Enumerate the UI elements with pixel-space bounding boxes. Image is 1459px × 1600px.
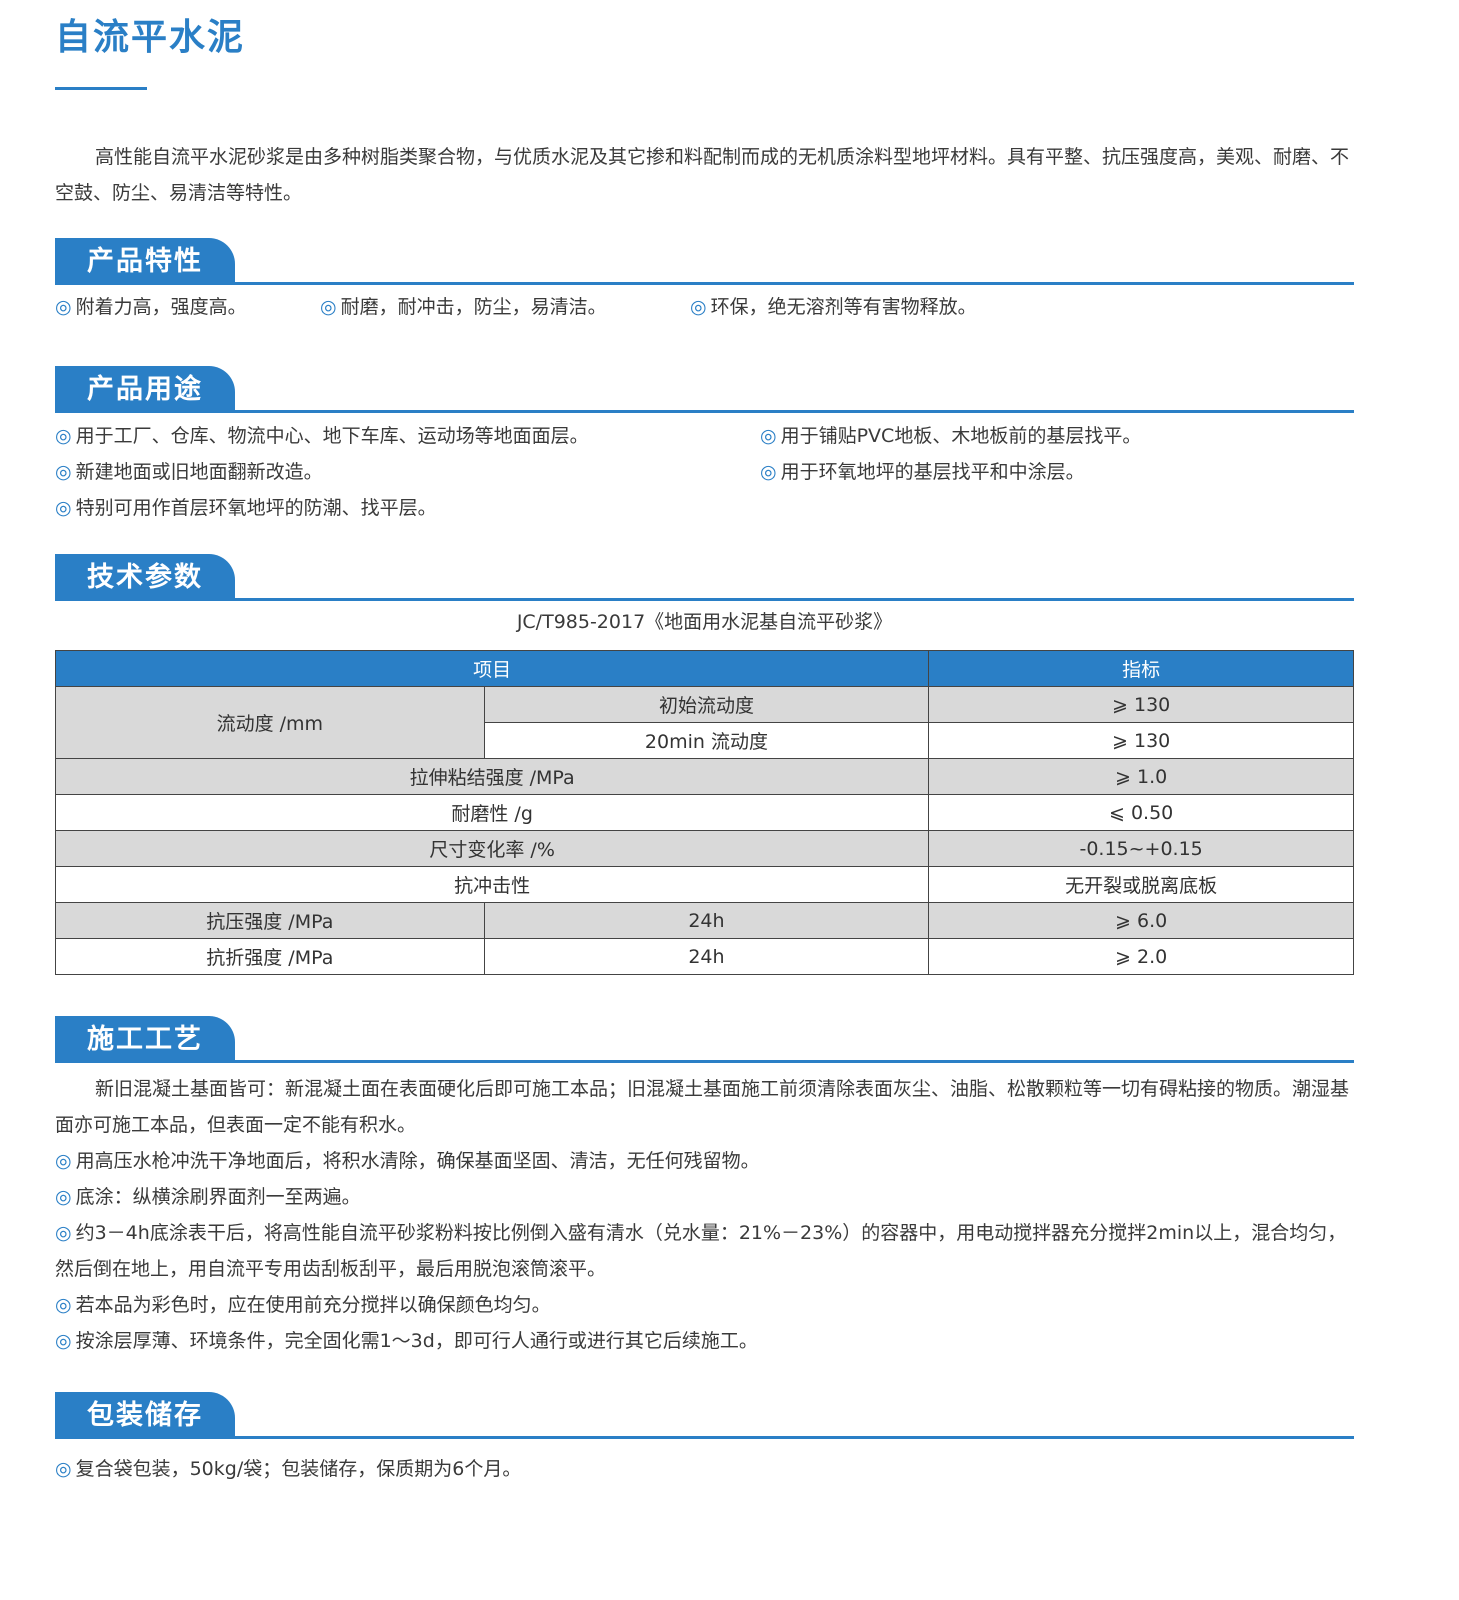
table-row: 抗压强度 /MPa 24h ⩾ 6.0	[55, 902, 1354, 939]
bullet-circle-icon: ◎	[690, 296, 707, 318]
construction-step: ◎ 约3－4h底涂表干后，将高性能自流平砂浆粉料按比例倒入盛有清水（兑水量：21%…	[55, 1222, 1347, 1280]
section-title: 产品特性	[55, 238, 235, 283]
table-header-row: 项目 指标	[54, 650, 1354, 687]
feature-item: ◎ 环保，绝无溶剂等有害物释放。	[690, 296, 977, 318]
table-row: 尺寸变化率 /% -0.15~+0.15	[54, 830, 1354, 867]
usage-item: ◎ 用于工厂、仓库、物流中心、地下车库、运动场等地面面层。	[55, 425, 589, 447]
divider	[55, 410, 1354, 413]
table-row: 抗冲击性 无开裂或脱离底板	[54, 866, 1354, 903]
bullet-circle-icon: ◎	[55, 425, 72, 447]
intro-paragraph: 高性能自流平水泥砂浆是由多种树脂类聚合物，与优质水泥及其它掺和料配制而成的无机质…	[55, 139, 1355, 211]
header-item: 项目	[54, 650, 930, 687]
bullet-circle-icon: ◎	[55, 1186, 72, 1208]
table-row: 流动度 /mm 初始流动度 ⩾ 130	[55, 686, 1354, 759]
section-title: 产品用途	[55, 366, 235, 411]
section-header-usage: 产品用途	[55, 366, 1354, 414]
bullet-circle-icon: ◎	[55, 1458, 72, 1480]
usage-item: ◎ 新建地面或旧地面翻新改造。	[55, 461, 323, 483]
packaging-item: ◎ 复合袋包装，50kg/袋；包装储存，保质期为6个月。	[55, 1458, 522, 1480]
bullet-circle-icon: ◎	[55, 497, 72, 519]
table-row: 20min 流动度 ⩾ 130	[56, 722, 1354, 759]
header-indicator: 指标	[928, 650, 1354, 687]
bullet-circle-icon: ◎	[55, 461, 72, 483]
feature-item: ◎ 附着力高，强度高。	[55, 296, 247, 318]
bullet-circle-icon: ◎	[55, 1222, 72, 1244]
section-header-construction: 施工工艺	[55, 1016, 1354, 1064]
divider	[55, 598, 1354, 601]
section-title: 包装储存	[55, 1392, 235, 1437]
bullet-circle-icon: ◎	[55, 1294, 72, 1316]
bullet-circle-icon: ◎	[760, 425, 777, 447]
section-title: 施工工艺	[55, 1016, 235, 1061]
tech-params-table: 项目 指标 流动度 /mm 初始流动度 ⩾ 130 20min 流动度 ⩾ 130 拉伸…	[54, 650, 1354, 975]
bullet-circle-icon: ◎	[760, 461, 777, 483]
construction-paragraph: 新旧混凝土基面皆可：新混凝土面在表面硬化后即可施工本品；旧混凝土基面施工前须清除…	[55, 1071, 1355, 1359]
divider	[55, 1060, 1354, 1063]
standard-caption: JC/T985-2017《地面用水泥基自流平砂浆》	[516, 611, 893, 633]
feature-item: ◎ 耐磨，耐冲击，防尘，易清洁。	[320, 296, 607, 318]
bullet-circle-icon: ◎	[55, 1330, 72, 1352]
table-row: 抗折强度 /MPa 24h ⩾ 2.0	[55, 938, 1354, 975]
title-underline	[55, 87, 147, 90]
bullet-circle-icon: ◎	[55, 296, 72, 318]
divider	[55, 282, 1354, 285]
table-row: 拉伸粘结强度 /MPa ⩾ 1.0	[54, 758, 1354, 795]
table-row: 耐磨性 /g ⩽ 0.50	[54, 794, 1354, 831]
construction-step: ◎ 底涂：纵横涂刷界面剂一至两遍。	[55, 1186, 361, 1208]
bullet-circle-icon: ◎	[55, 1150, 72, 1172]
divider	[55, 1436, 1354, 1439]
section-header-tech: 技术参数	[55, 554, 1354, 602]
section-header-packaging: 包装储存	[55, 1392, 1354, 1440]
construction-step: ◎ 按涂层厚薄、环境条件，完全固化需1～3d，即可行人通行或进行其它后续施工。	[55, 1330, 758, 1352]
usage-item: ◎ 用于铺贴PVC地板、木地板前的基层找平。	[760, 425, 1142, 447]
page-title: 自流平水泥	[55, 17, 246, 58]
construction-step: ◎ 若本品为彩色时，应在使用前充分搅拌以确保颜色均匀。	[55, 1294, 551, 1316]
intro-text: 高性能自流平水泥砂浆是由多种树脂类聚合物，与优质水泥及其它掺和料配制而成的无机质…	[55, 146, 1350, 204]
usage-item: ◎ 特别可用作首层环氧地坪的防潮、找平层。	[55, 497, 437, 519]
usage-item: ◎ 用于环氧地坪的基层找平和中涂层。	[760, 461, 1085, 483]
construction-step: ◎ 用高压水枪冲洗干净地面后，将积水清除，确保基面坚固、清洁，无任何残留物。	[55, 1150, 760, 1172]
bullet-circle-icon: ◎	[320, 296, 337, 318]
section-title: 技术参数	[55, 554, 235, 599]
section-header-features: 产品特性	[55, 238, 1354, 286]
